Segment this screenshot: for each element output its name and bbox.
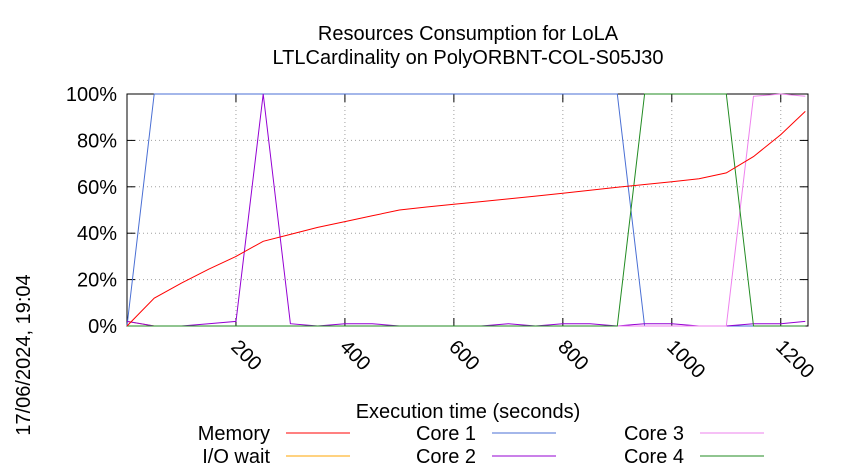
legend-label: Memory [198, 423, 270, 445]
y-tick-label: 60% [77, 177, 117, 199]
legend-label: Core 4 [624, 446, 684, 468]
axes: 0% 20% 40% 60% 80% 100% 200 400 600 800 1000 1200 [66, 84, 818, 383]
series-line-core-2 [126, 93, 806, 327]
legend-label: Core 3 [624, 423, 684, 445]
x-tick-label: 400 [335, 336, 374, 375]
y-tick-label: 100% [66, 84, 117, 106]
grid [127, 93, 808, 326]
series-line-core-4 [127, 93, 806, 327]
chart-subtitle: LTLCardinality on PolyORBNT-COL-S05J30 [273, 47, 664, 69]
y-tick-label: 80% [77, 130, 117, 152]
y-tick-label: 40% [77, 223, 117, 245]
x-axis-label: Execution time (seconds) [356, 401, 581, 423]
timestamp-label: 17/06/2024, 19:04 [13, 274, 35, 435]
chart-title: Resources Consumption for LoLA [318, 23, 619, 45]
x-tick-label: 800 [553, 336, 592, 375]
x-tick-label: 200 [226, 336, 265, 375]
series-line-memory [126, 111, 806, 327]
x-tick-label: 600 [444, 336, 483, 375]
x-tick-label: 1000 [662, 336, 709, 383]
legend-label: Core 2 [416, 446, 476, 468]
series-line-core-3 [127, 93, 806, 327]
series-lines [126, 93, 806, 327]
series-line-core-1 [126, 93, 806, 327]
y-tick-label: 20% [77, 270, 117, 292]
legend-label: I/O wait [202, 446, 270, 468]
y-tick-label: 0% [88, 316, 117, 338]
x-tick-label: 1200 [771, 336, 818, 383]
legend-label: Core 1 [416, 423, 476, 445]
plot-frame [126, 93, 809, 327]
